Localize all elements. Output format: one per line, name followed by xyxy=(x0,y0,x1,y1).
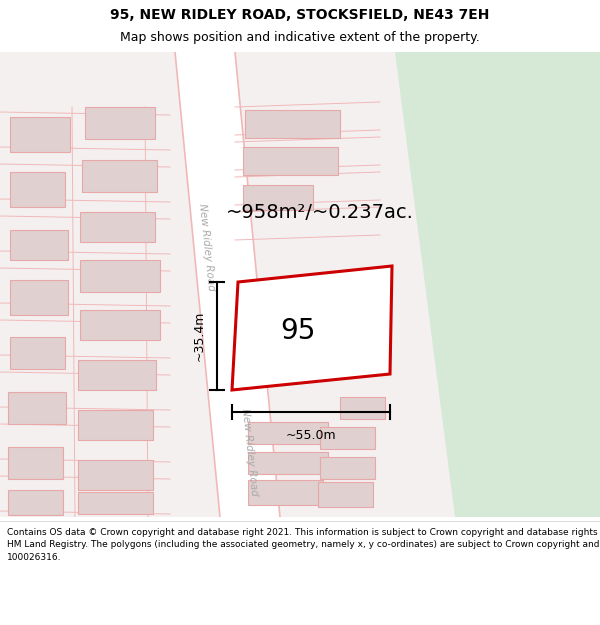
Text: Map shows position and indicative extent of the property.: Map shows position and indicative extent… xyxy=(120,31,480,44)
Polygon shape xyxy=(80,260,160,292)
Polygon shape xyxy=(80,310,160,340)
Polygon shape xyxy=(10,337,65,369)
Text: 95, NEW RIDLEY ROAD, STOCKSFIELD, NE43 7EH: 95, NEW RIDLEY ROAD, STOCKSFIELD, NE43 7… xyxy=(110,8,490,21)
Polygon shape xyxy=(8,490,63,515)
Polygon shape xyxy=(320,457,375,479)
Polygon shape xyxy=(0,52,600,517)
Text: ~958m²/~0.237ac.: ~958m²/~0.237ac. xyxy=(226,202,414,221)
Polygon shape xyxy=(248,422,328,444)
Polygon shape xyxy=(78,460,153,490)
Polygon shape xyxy=(245,110,340,138)
Text: ~35.4m: ~35.4m xyxy=(193,311,205,361)
Polygon shape xyxy=(80,212,155,242)
Polygon shape xyxy=(232,266,392,390)
Polygon shape xyxy=(248,480,323,505)
Polygon shape xyxy=(8,392,66,424)
Text: ~55.0m: ~55.0m xyxy=(286,429,337,442)
Polygon shape xyxy=(340,397,385,419)
Polygon shape xyxy=(85,107,155,139)
Polygon shape xyxy=(10,117,70,152)
Polygon shape xyxy=(78,360,156,390)
Polygon shape xyxy=(82,160,157,192)
Polygon shape xyxy=(78,410,153,440)
Polygon shape xyxy=(10,280,68,315)
Polygon shape xyxy=(395,52,600,517)
Polygon shape xyxy=(10,172,65,207)
Polygon shape xyxy=(8,447,63,479)
Polygon shape xyxy=(243,147,338,175)
Polygon shape xyxy=(10,230,68,260)
Text: Contains OS data © Crown copyright and database right 2021. This information is : Contains OS data © Crown copyright and d… xyxy=(7,528,600,562)
Text: New Ridley Road: New Ridley Road xyxy=(241,408,260,496)
Polygon shape xyxy=(78,492,153,514)
Polygon shape xyxy=(320,427,375,449)
Text: New Ridley Road: New Ridley Road xyxy=(197,202,217,291)
Text: 95: 95 xyxy=(280,317,316,345)
Polygon shape xyxy=(175,52,280,517)
Polygon shape xyxy=(243,185,313,210)
Polygon shape xyxy=(248,452,328,474)
Polygon shape xyxy=(318,482,373,507)
